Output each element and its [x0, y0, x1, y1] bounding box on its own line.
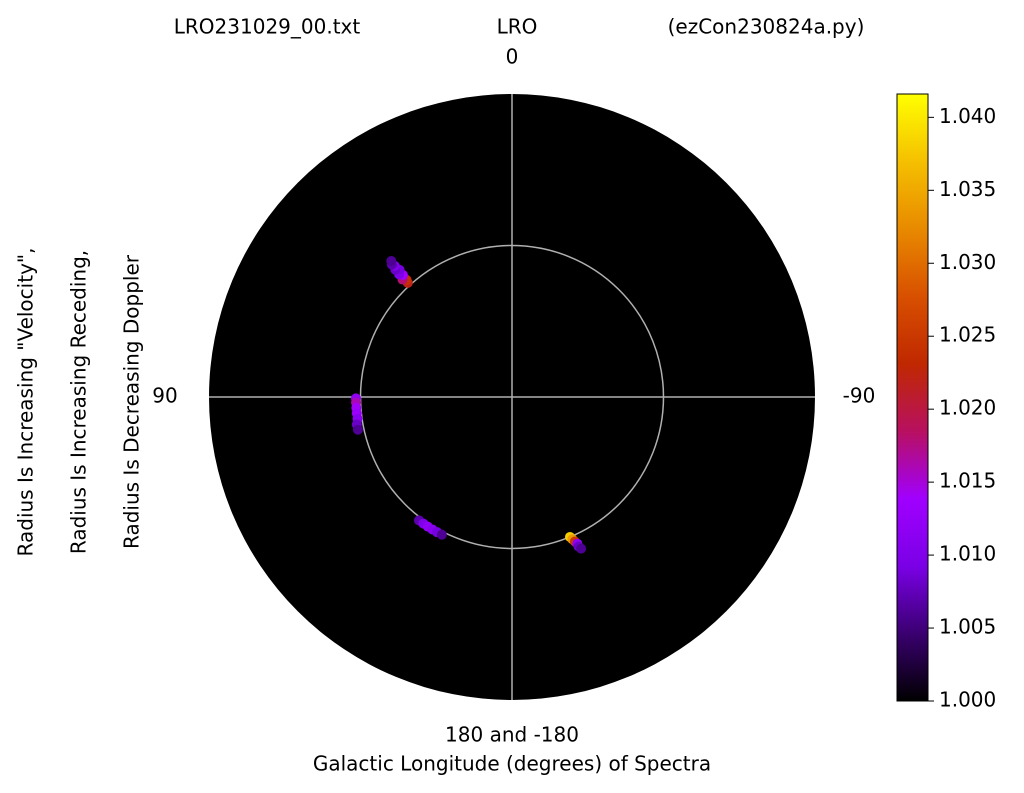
- colorbar-tick-label: 1.030: [939, 250, 996, 274]
- data-point: [576, 543, 587, 554]
- y-axis-label: Radius Is Increasing "Velocity",: [14, 248, 38, 557]
- title-program: (ezCon230824a.py): [668, 15, 865, 39]
- theta-tick-label: 90: [152, 384, 177, 408]
- colorbar-tick-label: 1.005: [939, 615, 996, 639]
- colorbar-tick-label: 1.010: [939, 542, 996, 566]
- title-station: LRO: [497, 15, 538, 39]
- colorbar-tick-label: 1.000: [939, 688, 996, 712]
- colorbar-tick-label: 1.040: [939, 104, 996, 128]
- y-axis-label: Radius Is Decreasing Doppler: [120, 254, 144, 549]
- colorbar-tick-label: 1.025: [939, 323, 996, 347]
- theta-tick-label: -90: [843, 384, 876, 408]
- colorbar: [896, 93, 929, 702]
- colorbar-tick-label: 1.020: [939, 396, 996, 420]
- theta-tick-label: 180 and -180: [445, 723, 579, 747]
- data-point: [436, 529, 447, 540]
- data-point: [352, 424, 363, 435]
- colorbar-tick-label: 1.035: [939, 177, 996, 201]
- title-file: LRO231029_00.txt: [174, 15, 361, 39]
- y-axis-label: Radius Is Increasing Receding,: [67, 250, 91, 554]
- theta-tick-label: 0: [506, 45, 519, 69]
- x-axis-label: Galactic Longitude (degrees) of Spectra: [313, 752, 711, 776]
- colorbar-tick-label: 1.015: [939, 469, 996, 493]
- data-point: [386, 256, 397, 267]
